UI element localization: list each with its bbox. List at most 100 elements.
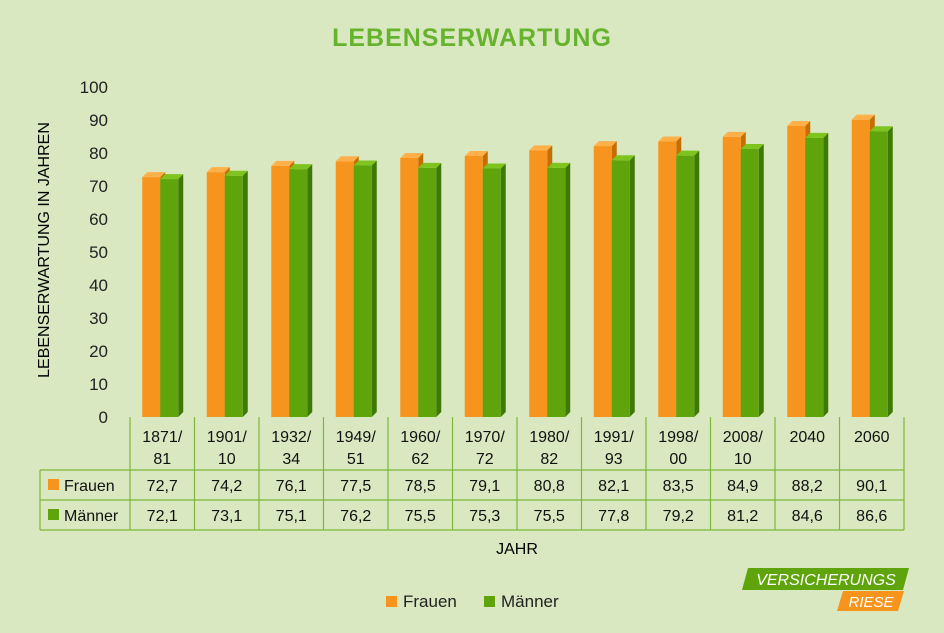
y-tick-label-8: 80	[89, 144, 108, 163]
bar-frauen-2	[271, 165, 290, 417]
x-tick-label-4-line-0: 1960/	[400, 429, 441, 446]
bar-side-männer-0	[178, 174, 184, 417]
legend-key-1	[484, 596, 495, 607]
bar-top-frauen-0	[142, 172, 166, 178]
x-tick-label-11-line-0: 2060	[854, 429, 890, 446]
bar-top-männer-4	[418, 162, 442, 168]
bar-frauen-10	[787, 125, 806, 417]
bar-frauen-4	[400, 157, 419, 417]
data-label-männer-2: 75,1	[276, 508, 307, 525]
bar-top-frauen-1	[206, 167, 230, 173]
table-key-frauen	[48, 479, 59, 490]
bar-group-10	[787, 120, 829, 417]
x-tick-label-2-line-1: 34	[282, 451, 300, 468]
bar-side-männer-5	[500, 163, 506, 417]
bar-männer-8	[676, 155, 695, 417]
data-label-frauen-2: 76,1	[276, 478, 307, 495]
data-label-männer-9: 81,2	[727, 508, 758, 525]
bar-frauen-3	[335, 161, 354, 417]
data-label-männer-10: 84,6	[792, 508, 823, 525]
data-label-männer-8: 79,2	[663, 508, 694, 525]
table-key-männer	[48, 509, 59, 520]
x-tick-label-3-line-0: 1949/	[336, 429, 377, 446]
data-label-frauen-4: 78,5	[405, 478, 436, 495]
data-table: 1871/81 1901/10 1932/34 1949/51 1960/62 1970/…	[39, 417, 905, 531]
data-label-frauen-11: 90,1	[856, 478, 887, 495]
bar-frauen-1	[206, 172, 225, 417]
data-label-männer-6: 75,5	[534, 508, 565, 525]
bar-group-5	[464, 150, 506, 417]
bar-top-frauen-9	[722, 131, 746, 137]
bar-top-männer-3	[353, 160, 377, 166]
x-tick-label-0-line-0: 1871/	[142, 429, 183, 446]
bar-männer-9	[740, 149, 759, 418]
bar-group-7	[593, 141, 635, 417]
logo-banner-green	[742, 568, 909, 590]
bar-frauen-5	[464, 155, 483, 417]
bar-männer-2	[289, 169, 308, 417]
bar-side-männer-3	[371, 160, 377, 418]
bar-frauen-9	[722, 136, 741, 417]
data-label-frauen-10: 88,2	[792, 478, 823, 495]
logo-banner-orange	[837, 591, 904, 611]
bar-männer-4	[418, 167, 437, 417]
bar-group-2	[271, 160, 313, 417]
bar-top-frauen-10	[787, 120, 811, 126]
x-tick-label-4-line-1: 62	[411, 451, 429, 468]
x-tick-label-2-line-0: 1932/	[271, 429, 312, 446]
bar-frauen-11	[851, 119, 870, 418]
y-tick-label-3: 30	[89, 309, 108, 328]
x-tick-label-0-line-1: 81	[153, 451, 171, 468]
y-axis: 0 10 20 30 40 50 60 70 80 90 100	[80, 78, 108, 427]
x-tick-label-7-line-0: 1991/	[594, 429, 635, 446]
bar-side-männer-1	[242, 170, 248, 417]
bar-top-männer-9	[740, 144, 764, 150]
bar-side-männer-7	[629, 155, 635, 417]
table-series-name-frauen: Frauen	[64, 478, 115, 495]
data-label-männer-5: 75,3	[469, 508, 500, 525]
legend-label-1: Männer	[501, 592, 559, 611]
y-tick-label-4: 40	[89, 276, 108, 295]
x-tick-label-5-line-0: 1970/	[465, 429, 506, 446]
bar-side-männer-8	[694, 150, 700, 417]
x-tick-label-1-line-0: 1901/	[207, 429, 248, 446]
bar-group-8	[658, 136, 700, 417]
legend-label-0: Frauen	[403, 592, 457, 611]
data-label-frauen-8: 83,5	[663, 478, 694, 495]
x-tick-label-10-line-0: 2040	[789, 429, 825, 446]
bar-top-männer-11	[869, 126, 893, 132]
bar-frauen-0	[142, 177, 161, 417]
versicherungsriese-logo: VERSICHERUNGS RIESE	[742, 568, 909, 611]
legend: Frauen Männer	[386, 592, 559, 611]
y-tick-label-10: 100	[80, 78, 108, 97]
y-tick-label-0: 0	[99, 408, 108, 427]
x-tick-label-9-line-1: 10	[734, 451, 752, 468]
bar-top-männer-5	[482, 163, 506, 169]
x-tick-label-8-line-0: 1998/	[658, 429, 699, 446]
x-tick-label-7-line-1: 93	[605, 451, 623, 468]
y-tick-label-7: 70	[89, 177, 108, 196]
x-axis-label: JAHR	[496, 541, 538, 558]
y-tick-label-9: 90	[89, 111, 108, 130]
data-label-männer-4: 75,5	[405, 508, 436, 525]
bar-top-frauen-11	[851, 114, 875, 120]
bar-top-frauen-5	[464, 150, 488, 156]
y-axis-label: LEBENSERWARTUNG IN JAHREN	[36, 122, 53, 378]
data-label-männer-11: 86,6	[856, 508, 887, 525]
bar-side-männer-11	[887, 126, 893, 417]
bar-group-11	[851, 114, 893, 418]
bar-side-männer-9	[758, 144, 764, 418]
x-tick-label-5-line-1: 72	[476, 451, 494, 468]
bar-männer-7	[611, 160, 630, 417]
bar-group-3	[335, 156, 377, 418]
bar-group-9	[722, 131, 764, 418]
data-label-frauen-7: 82,1	[598, 478, 629, 495]
y-tick-label-2: 20	[89, 342, 108, 361]
bar-group-6	[529, 145, 571, 418]
bar-top-frauen-8	[658, 136, 682, 142]
bar-männer-6	[547, 167, 566, 417]
x-tick-label-6-line-1: 82	[540, 451, 558, 468]
chart-title: LEBENSERWARTUNG	[332, 24, 612, 52]
